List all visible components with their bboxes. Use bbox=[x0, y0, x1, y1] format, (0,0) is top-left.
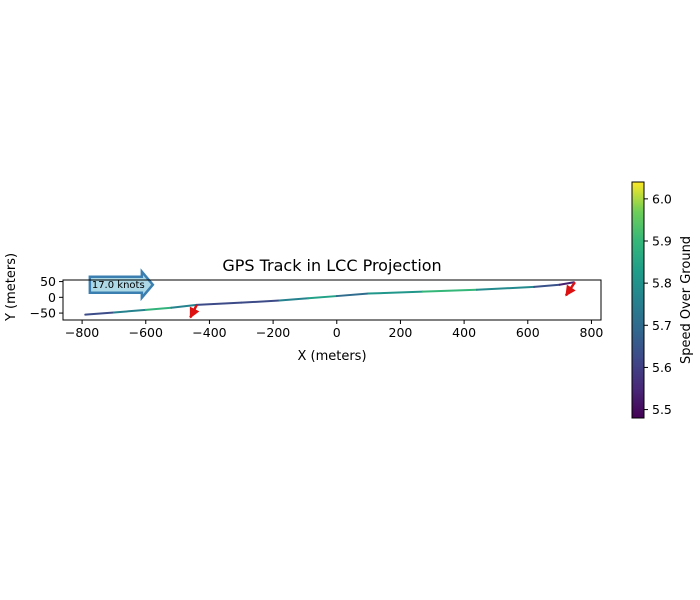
heading-arrows bbox=[189, 281, 576, 319]
y-axis-ticks: 500−50 bbox=[30, 274, 63, 321]
x-axis-label: X (meters) bbox=[297, 349, 366, 364]
plot-frame bbox=[62, 279, 602, 321]
track-segment bbox=[144, 306, 173, 311]
x-tick-label: 200 bbox=[389, 325, 413, 340]
y-tick-label: −50 bbox=[30, 306, 56, 321]
x-axis-ticks: −800 −600 −400 −200 0 200 400 600 800 bbox=[65, 320, 603, 340]
colorbar-gradient bbox=[631, 181, 645, 419]
x-tick-label: 800 bbox=[580, 325, 604, 340]
track-segment bbox=[170, 303, 198, 309]
heading-arrow bbox=[564, 281, 576, 297]
heading-arrow-head bbox=[565, 284, 576, 297]
colorbar-tick-label: 5.8 bbox=[652, 276, 672, 291]
y-tick-label: 50 bbox=[40, 274, 56, 289]
track-segment bbox=[421, 288, 478, 293]
colorbar-tick-label: 5.6 bbox=[652, 360, 672, 375]
x-tick-label: 600 bbox=[516, 325, 540, 340]
track-segment bbox=[533, 283, 561, 288]
track-segment bbox=[558, 281, 575, 286]
speed-annotation-arrow bbox=[88, 268, 155, 302]
track-segment bbox=[475, 285, 536, 291]
colorbar-tick-label: 6.0 bbox=[652, 191, 672, 206]
colorbar-tick-label: 5.5 bbox=[652, 402, 672, 417]
colorbar-tick-label: 5.7 bbox=[652, 318, 672, 333]
colorbar: 5.5 5.6 5.7 5.8 5.9 6.0 Speed Over Ground bbox=[631, 181, 694, 419]
y-axis-label: Y (meters) bbox=[4, 253, 19, 322]
heading-arrow-head bbox=[189, 306, 200, 319]
colorbar-tick-label: 5.9 bbox=[652, 234, 672, 249]
speed-annotation-text: 17.0 knots bbox=[92, 280, 145, 291]
speed-annotation: 17.0 knots bbox=[88, 268, 155, 302]
track-segment bbox=[278, 297, 310, 302]
x-tick-label: 0 bbox=[333, 325, 341, 340]
track-segment bbox=[84, 311, 115, 316]
x-tick-label: −400 bbox=[192, 325, 226, 340]
heading-arrow bbox=[189, 304, 200, 319]
x-tick-label: 400 bbox=[452, 325, 476, 340]
track-segment bbox=[335, 292, 370, 298]
y-tick-label: 0 bbox=[48, 290, 56, 305]
colorbar-label: Speed Over Ground bbox=[679, 236, 694, 364]
track-segment bbox=[307, 295, 338, 300]
track-segment bbox=[367, 290, 424, 295]
track-segment bbox=[112, 308, 147, 314]
chart-title: GPS Track in LCC Projection bbox=[222, 256, 441, 275]
track-segment bbox=[195, 301, 243, 306]
track-segment bbox=[240, 299, 281, 304]
x-tick-label: −600 bbox=[129, 325, 163, 340]
x-tick-label: −800 bbox=[65, 325, 99, 340]
x-tick-label: −200 bbox=[256, 325, 290, 340]
track-layer bbox=[84, 281, 575, 316]
colorbar-ticks: 5.5 5.6 5.7 5.8 5.9 6.0 bbox=[644, 191, 672, 417]
